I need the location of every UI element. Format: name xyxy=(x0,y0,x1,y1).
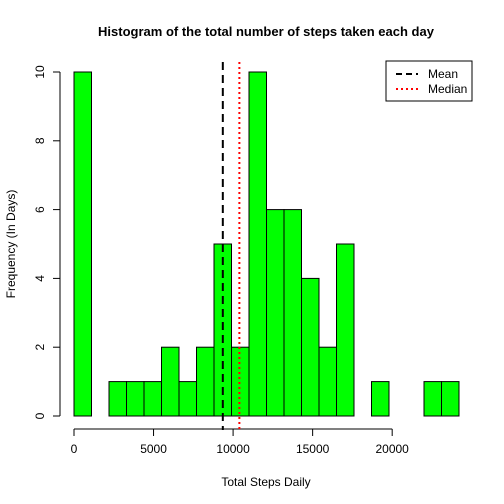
histogram-bar-3 xyxy=(108,381,127,417)
y-axis-label: Frequency (In Days) xyxy=(4,190,18,299)
x-tick-label: 15000 xyxy=(296,442,330,456)
histogram-bars xyxy=(73,71,460,417)
histogram-bar-5 xyxy=(143,381,162,417)
histogram-bar-15 xyxy=(318,346,337,417)
histogram-bar-21 xyxy=(423,381,442,417)
y-tick-label: 0 xyxy=(33,412,47,419)
y-tick-label: 10 xyxy=(33,65,47,79)
y-tick-label: 2 xyxy=(33,344,47,351)
histogram-bar-18 xyxy=(371,381,390,417)
histogram-bar-7 xyxy=(178,381,197,417)
histogram-bar-22 xyxy=(441,381,460,417)
chart-title: Histogram of the total number of steps t… xyxy=(98,24,435,39)
y-tick-label: 8 xyxy=(33,137,47,144)
x-tick-label: 0 xyxy=(71,442,78,456)
x-tick-label: 5000 xyxy=(140,442,167,456)
y-axis: 0 2 4 6 8 10 xyxy=(33,65,61,419)
histogram-bar-13 xyxy=(283,209,302,417)
histogram-bar-6 xyxy=(161,346,180,417)
histogram-bar-16 xyxy=(336,243,355,417)
legend-label-mean: Mean xyxy=(428,67,458,81)
reference-lines xyxy=(221,62,241,430)
histogram-bar-14 xyxy=(301,277,320,417)
x-axis-label: Total Steps Daily xyxy=(221,475,310,489)
histogram-bar-8 xyxy=(196,346,215,417)
x-tick-label: 20000 xyxy=(375,442,409,456)
legend-box xyxy=(385,60,473,102)
y-tick-label: 6 xyxy=(33,206,47,213)
legend-label-median: Median xyxy=(428,82,467,96)
x-tick-label: 10000 xyxy=(216,442,250,456)
histogram-bar-11 xyxy=(248,71,267,417)
y-tick-label: 4 xyxy=(33,275,47,282)
histogram-bar-1 xyxy=(73,71,92,417)
histogram-bar-4 xyxy=(126,381,145,417)
x-axis: 0 5000 10000 15000 20000 xyxy=(71,428,409,456)
histogram-bar-12 xyxy=(266,209,285,417)
